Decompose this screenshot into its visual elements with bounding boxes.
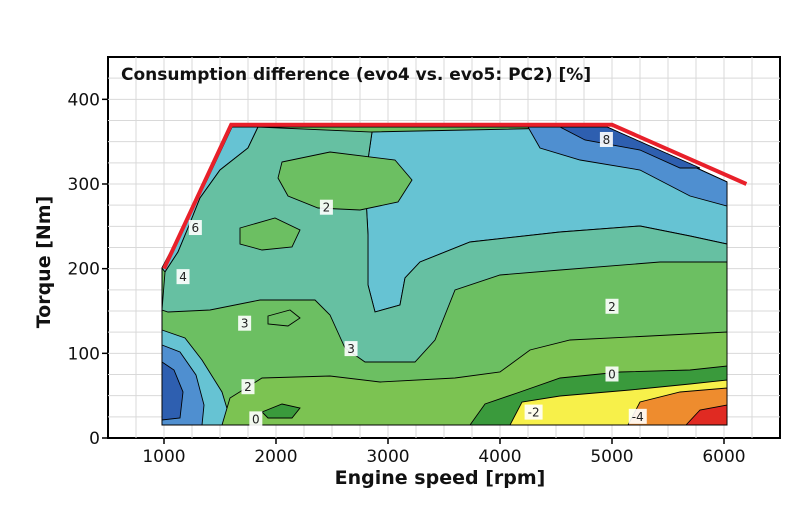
contour-label: 2 [319, 199, 333, 215]
y-axis-label: Torque [Nm] [33, 196, 55, 329]
x-tick-label: 3000 [366, 447, 409, 467]
contour-label-text: 3 [241, 317, 249, 331]
contour-label: 3 [344, 341, 358, 357]
y-tick-label: 200 [68, 260, 100, 280]
contour-label-bg [238, 315, 252, 331]
x-tick-label: 2000 [254, 447, 297, 467]
contour-label: 2 [241, 379, 255, 395]
contour-label: -4 [628, 408, 647, 424]
x-tick-label: 4000 [478, 447, 521, 467]
contour-label-bg [319, 199, 333, 215]
contour-label: 8 [599, 131, 613, 147]
contour-label-bg [188, 220, 202, 236]
contour-label-text: 3 [347, 342, 355, 356]
contour-label-bg [605, 298, 619, 314]
contour-blob-zero [261, 403, 301, 419]
contour-label-text: -4 [632, 410, 644, 424]
y-tick-label: 300 [68, 175, 100, 195]
contour-label: 4 [176, 269, 190, 285]
chart-title: Consumption difference (evo4 vs. evo5: P… [121, 65, 591, 85]
contour-blob-mid [239, 217, 301, 251]
x-tick-label: 1000 [142, 447, 185, 467]
contour-label-text: 2 [244, 380, 252, 394]
contour-label: -2 [524, 404, 543, 420]
contour-region-level-neg6 [684, 404, 728, 426]
chart-marks: 1000 2000 3000 4000 5000 60000100200300400864… [68, 90, 748, 467]
contour-label-text: -2 [528, 406, 540, 420]
x-tick-label: 6000 [702, 447, 745, 467]
contour-region-level-8-top-right [559, 126, 701, 169]
contour-label-text: 4 [179, 270, 187, 284]
contour-label: 0 [249, 411, 263, 427]
y-tick-label: 0 [89, 429, 100, 449]
contour-label-text: 0 [252, 412, 260, 426]
contour-blob-upper [277, 151, 413, 211]
contour-label: 2 [605, 298, 619, 314]
contour-label-bg [599, 131, 613, 147]
x-axis-label: Engine speed [rpm] [335, 467, 546, 489]
contour-label-text: 6 [192, 221, 200, 235]
contour-label-bg [628, 408, 647, 424]
contour-label-bg [241, 379, 255, 395]
contour-label-text: 0 [608, 368, 616, 382]
y-tick-label: 100 [68, 344, 100, 364]
x-tick-label: 5000 [590, 447, 633, 467]
contour-label-text: 2 [323, 201, 331, 215]
contour-label: 6 [188, 220, 202, 236]
contour-label: 0 [605, 366, 619, 382]
contour-label-bg [344, 341, 358, 357]
y-tick-label: 400 [68, 90, 100, 110]
contour-blob-small [267, 309, 301, 327]
full-load-line [162, 122, 748, 270]
contour-label-bg [524, 404, 543, 420]
contour-label: 3 [238, 315, 252, 331]
contour-label-text: 8 [603, 133, 611, 147]
contour-label-bg [605, 366, 619, 382]
contour-label-bg [249, 411, 263, 427]
contour-region-level-8-lower-left [161, 361, 184, 421]
contour-label-text: 2 [608, 300, 616, 314]
contour-label-bg [176, 269, 190, 285]
